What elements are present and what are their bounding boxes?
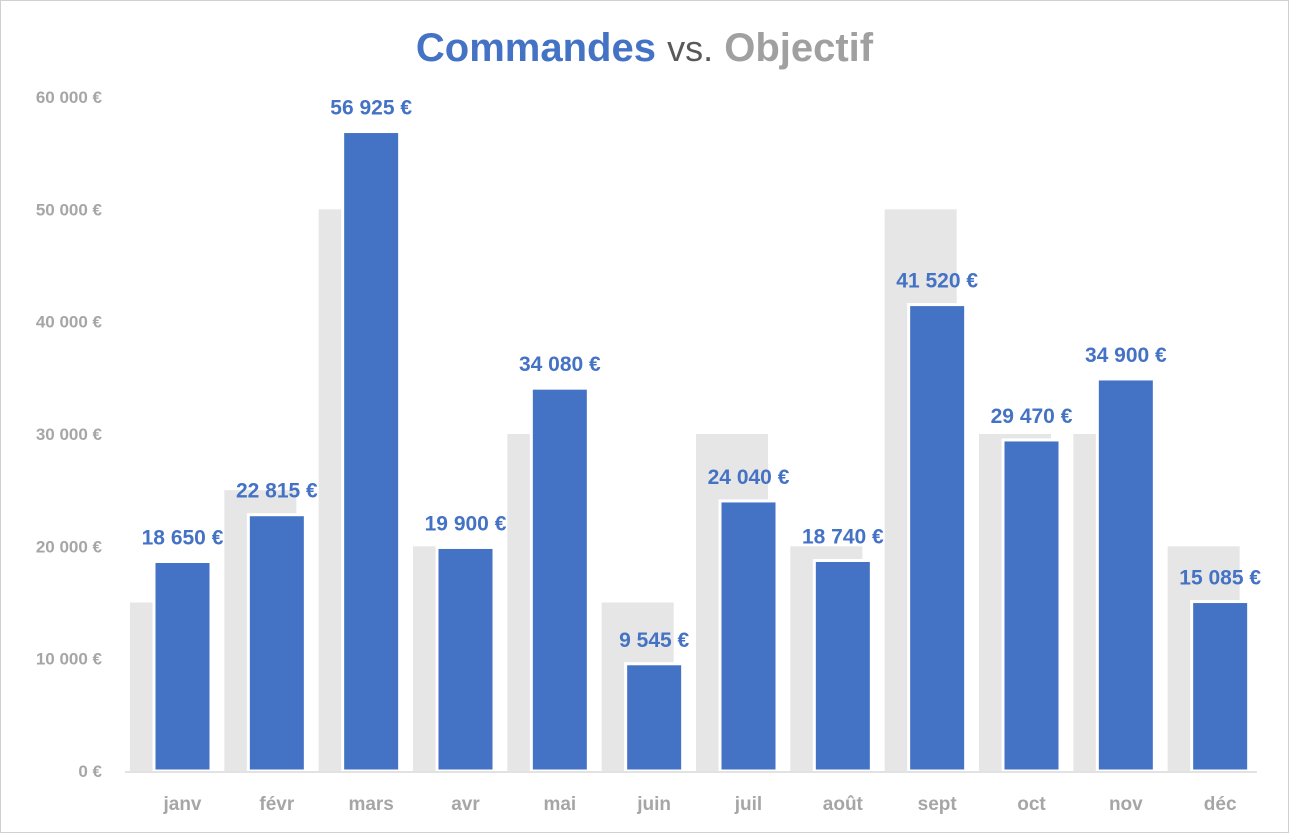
x-tick-label: oct <box>1017 794 1046 815</box>
actual-bar <box>246 513 307 773</box>
x-tick-label: juin <box>636 794 671 815</box>
x-axis: janv févr mars avr mai juin juil août sept oct nov… <box>162 794 1236 815</box>
data-label: 18 740 € <box>802 525 884 548</box>
data-labels: 18 650 € 22 815 € 56 925 € 19 900 € 34 080 €… <box>142 97 1262 652</box>
x-tick-label: févr <box>259 794 294 815</box>
y-tick-label: 60 000 € <box>36 88 103 107</box>
x-tick-label: juil <box>734 794 762 815</box>
data-label: 9 545 € <box>619 629 689 652</box>
x-tick-label: janv <box>162 794 201 815</box>
actual-bars <box>152 130 1251 773</box>
x-tick-label: sept <box>918 794 958 815</box>
data-label: 22 815 € <box>236 480 318 503</box>
actual-bar <box>529 386 590 773</box>
data-label: 29 470 € <box>991 405 1073 428</box>
actual-bar <box>435 545 496 773</box>
y-axis: 0 € 10 000 € 20 000 € 30 000 € 40 000 € 50 00… <box>36 88 103 781</box>
actual-bar <box>341 130 402 773</box>
x-tick-label: août <box>823 794 864 815</box>
y-tick-label: 20 000 € <box>36 537 103 556</box>
actual-bar <box>1001 438 1062 773</box>
y-tick-label: 40 000 € <box>36 313 103 332</box>
actual-bar <box>812 558 873 773</box>
y-tick-label: 0 € <box>78 762 102 781</box>
title-commandes: Commandes <box>415 26 656 70</box>
actual-bar <box>624 662 685 773</box>
data-label: 18 650 € <box>142 526 224 549</box>
data-label: 41 520 € <box>896 270 978 293</box>
actual-bar <box>152 559 213 773</box>
title-vs: vs. <box>667 28 714 69</box>
data-label: 34 900 € <box>1085 344 1167 367</box>
y-tick-label: 30 000 € <box>36 425 103 444</box>
data-label: 56 925 € <box>330 97 412 120</box>
chart-title: Commandes vs. Objectif <box>0 26 1289 71</box>
y-tick-label: 10 000 € <box>36 650 103 669</box>
x-tick-label: mars <box>348 794 393 815</box>
y-tick-label: 50 000 € <box>36 200 103 219</box>
x-tick-label: déc <box>1204 794 1237 815</box>
data-label: 34 080 € <box>519 353 601 376</box>
actual-bar <box>718 499 779 773</box>
actual-bar <box>907 303 968 773</box>
data-label: 24 040 € <box>708 466 790 489</box>
actual-bar <box>1095 377 1156 773</box>
x-tick-label: mai <box>543 794 576 815</box>
data-label: 15 085 € <box>1179 567 1261 590</box>
title-objectif: Objectif <box>724 26 874 70</box>
x-tick-label: nov <box>1109 794 1143 815</box>
actual-bar <box>1190 600 1251 773</box>
data-label: 19 900 € <box>425 512 507 535</box>
x-tick-label: avr <box>451 794 480 815</box>
